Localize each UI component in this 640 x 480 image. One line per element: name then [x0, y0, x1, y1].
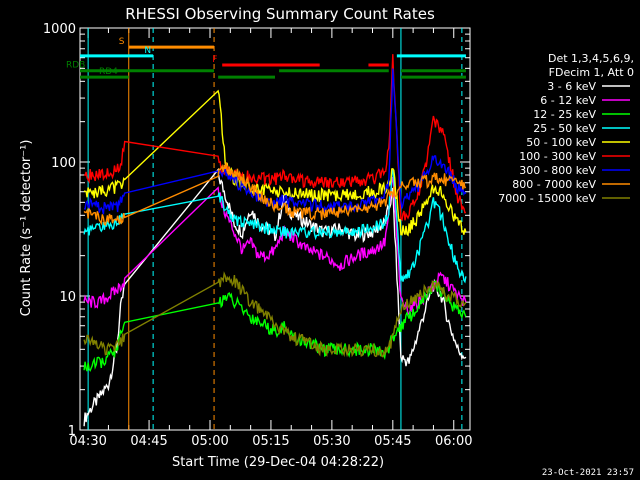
flag-label-n: N — [144, 46, 151, 56]
y-tick-label: 100 — [51, 156, 76, 171]
series-line — [83, 89, 467, 237]
x-tick-label: 05:45 — [374, 434, 411, 449]
series-line — [83, 271, 467, 358]
series-line — [83, 167, 467, 427]
legend-label: 100 - 300 keV — [519, 150, 596, 163]
series-line — [83, 68, 467, 215]
legend-label: 800 - 7000 keV — [512, 178, 596, 191]
legend-label: 25 - 50 keV — [533, 122, 596, 135]
chart-title: RHESSI Observing Summary Count Rates — [125, 5, 435, 23]
y-tick-label: 10 — [59, 290, 76, 305]
flag-label-rdb: RDB — [66, 61, 85, 71]
x-tick-label: 06:00 — [435, 434, 472, 449]
x-tick-label: 04:30 — [69, 434, 106, 449]
legend-label: 6 - 12 keV — [540, 94, 596, 107]
x-tick-label: 05:00 — [191, 434, 228, 449]
legend: Det 1,3,4,5,6,9, FDecim 1, Att 0 3 - 6 k… — [498, 52, 634, 205]
footer-timestamp: 23-Oct-2021 23:57 — [541, 468, 634, 478]
series-line — [83, 162, 467, 226]
series-line — [83, 169, 467, 284]
series-line — [83, 280, 467, 372]
flag-label-f: F — [212, 55, 217, 65]
x-tick-label: 05:15 — [252, 434, 289, 449]
y-axis-label: Count Rate (s⁻¹ detector⁻¹) — [19, 140, 34, 317]
legend-label: 3 - 6 keV — [547, 80, 596, 93]
x-tick-label: 04:45 — [130, 434, 167, 449]
flag-label-rd4: RD4 — [99, 67, 118, 77]
x-tick-label: 05:30 — [313, 434, 350, 449]
legend-header-line-2: FDecim 1, Att 0 — [549, 66, 634, 79]
y-tick-label: 1 — [68, 424, 76, 439]
legend-label: 7000 - 15000 keV — [498, 192, 596, 205]
plot-frame — [79, 27, 471, 431]
legend-label: 12 - 25 keV — [533, 108, 596, 121]
flag-label-s: S — [119, 37, 125, 47]
legend-header-line-1: Det 1,3,4,5,6,9, — [548, 52, 634, 65]
legend-label: 300 - 800 keV — [519, 164, 596, 177]
y-tick-label: 1000 — [43, 22, 76, 37]
plot-area: 1 10 100 1000 04:30 04:45 05:00 05:15 05:30 05:45… — [43, 22, 473, 449]
x-axis-label: Start Time (29-Dec-04 04:28:22) — [172, 455, 384, 470]
legend-label: 50 - 100 keV — [526, 136, 596, 149]
